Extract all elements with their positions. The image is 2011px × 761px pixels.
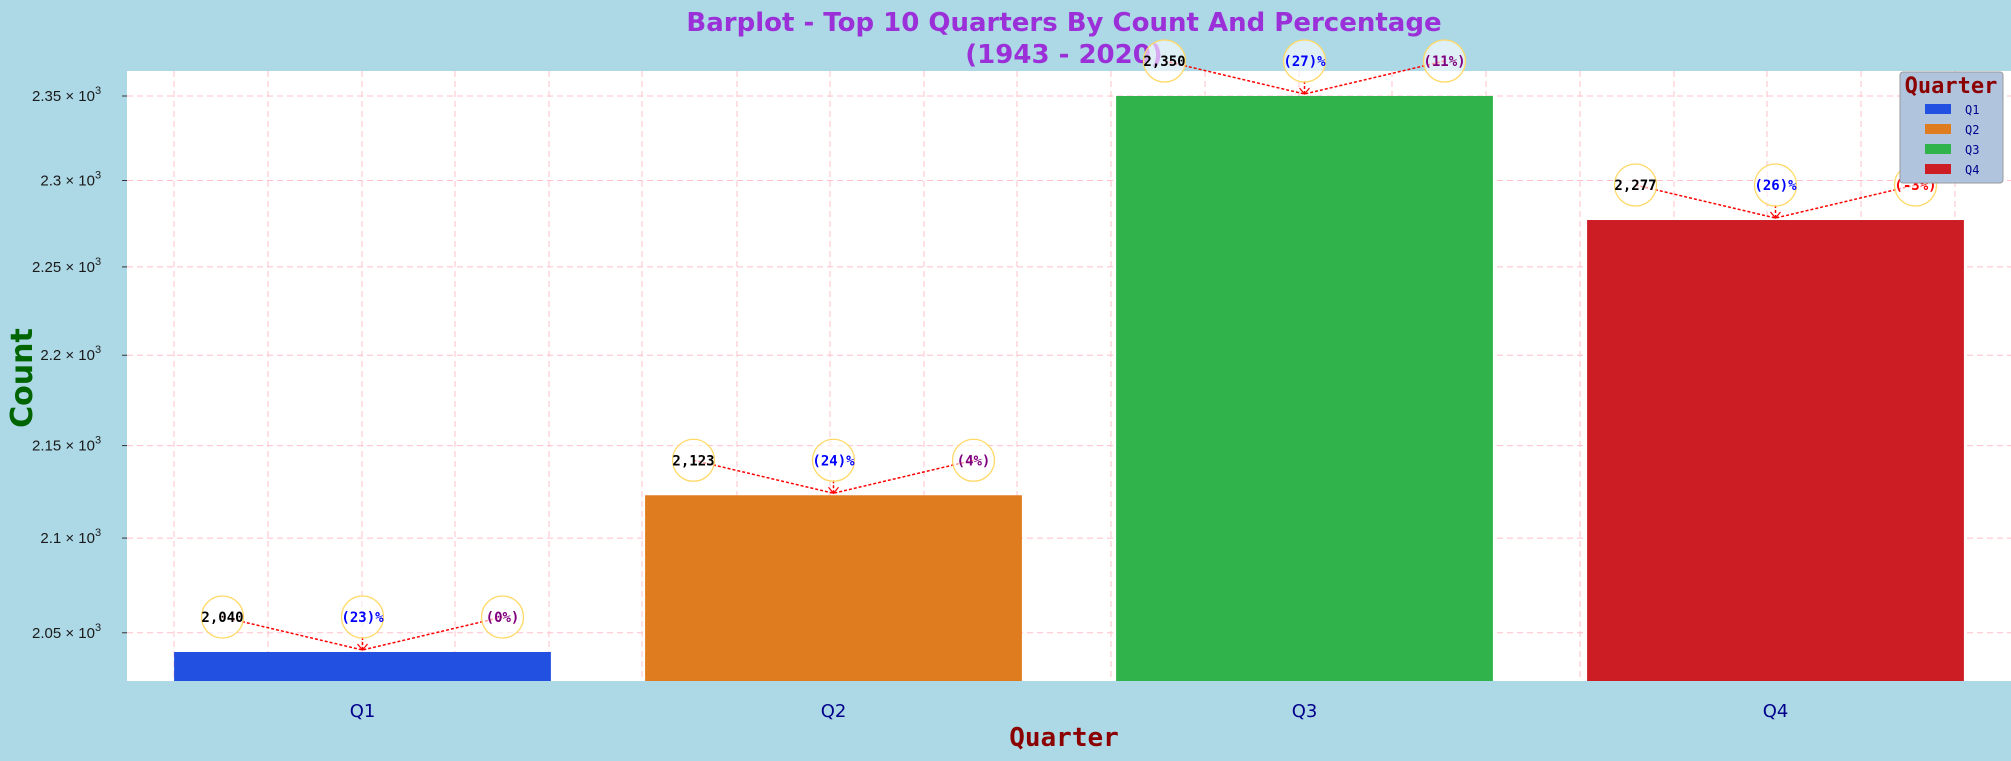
y-tick-label: 2.25 × 10 (32, 259, 95, 276)
y-tick-base: 2.2 × 10 (40, 347, 95, 364)
annotation-circle (1753, 163, 1798, 207)
annotation-circle (340, 595, 385, 639)
annotation-arrowhead (1770, 211, 1781, 219)
x-tick-label: Q3 (1292, 701, 1318, 722)
y-tick-label: 2.35 × 10 (32, 88, 95, 105)
change-label: (4%) (957, 453, 991, 469)
value-label: 2,350 (1143, 54, 1185, 70)
annotation-arrowhead (357, 643, 368, 651)
annotation-arrow (1304, 60, 1445, 95)
legend: Quarter Q1 Q2 Q3 Q4 (1899, 71, 2004, 184)
annotation-circle (1142, 39, 1187, 83)
annotation-arrow (222, 616, 363, 651)
annotation-circle (1282, 39, 1327, 83)
y-tick-base: 2.1 × 10 (40, 530, 95, 547)
annotation-circle (671, 438, 716, 482)
legend-entry: Q4 (1965, 163, 1979, 177)
y-tick-exponent: 3 (95, 170, 101, 182)
percent-label: (27)% (1283, 54, 1326, 70)
legend-entry: Q3 (1965, 143, 1979, 157)
x-tick-label: Q2 (821, 701, 847, 722)
legend-entry: Q1 (1965, 103, 1979, 117)
x-tick-label: Q1 (350, 701, 376, 722)
annotation-arrow (833, 459, 974, 494)
legend-swatch (1925, 104, 1951, 114)
chart-title: Barplot - Top 10 Quarters By Count And P… (686, 8, 1441, 38)
percent-label: (26)% (1754, 178, 1797, 194)
annotation-arrow (693, 459, 834, 494)
annotation-circle (1613, 163, 1658, 207)
bar-q2 (645, 495, 1022, 681)
legend-swatch (1925, 144, 1951, 154)
bar-q4 (1587, 220, 1964, 681)
y-tick-label: 2.05 × 10 (32, 625, 95, 642)
legend-entry: Q2 (1965, 123, 1979, 137)
y-tick-exponent: 3 (95, 622, 101, 634)
y-tick-base: 2.35 × 10 (32, 88, 95, 105)
annotation-circle (951, 438, 996, 482)
x-tick-label: Q4 (1763, 701, 1789, 722)
annotation-arrow (1635, 184, 1776, 219)
bar-annotations: 2,040 (23)% (0%) 2,123 (24)% (4%) 2,350 (27)% (1… (200, 39, 1938, 651)
y-tick-base: 2.05 × 10 (32, 625, 95, 642)
bar-q1 (174, 651, 551, 681)
value-label: 2,123 (672, 453, 714, 469)
annotation-circle (811, 438, 856, 482)
legend-title: Quarter (1905, 74, 1998, 99)
annotation-arrowhead (1299, 87, 1310, 95)
y-tick-base: 2.25 × 10 (32, 259, 95, 276)
value-label: 2,040 (201, 610, 243, 626)
annotation-circle (480, 595, 525, 639)
y-tick-exponent: 3 (95, 85, 101, 97)
change-label: (0%) (486, 610, 520, 626)
y-axis-label: Count (5, 328, 40, 428)
annotation-circle (200, 595, 245, 639)
y-tick-exponent: 3 (95, 435, 101, 447)
annotation-circle (1422, 39, 1467, 83)
percent-label: (23)% (341, 610, 384, 626)
change-label: (11%) (1423, 54, 1465, 70)
legend-box (1899, 71, 2004, 184)
y-tick-label: 2.15 × 10 (32, 438, 95, 455)
x-axis-label: Quarter (1009, 723, 1119, 753)
y-tick-exponent: 3 (95, 256, 101, 268)
y-tick-exponent: 3 (95, 527, 101, 539)
value-label: 2,277 (1614, 178, 1656, 194)
annotation-arrow (1775, 184, 1916, 219)
chart-subtitle: (1943 - 2020) (965, 40, 1162, 70)
y-tick-exponent: 3 (95, 344, 101, 356)
x-axis-ticks: Q1 Q2 Q3 Q4 (350, 701, 1789, 722)
bars-group (174, 96, 1964, 682)
y-axis-ticks: 2.05 × 10 32.1 × 10 32.15 × 10 32.2 × 10 32.… (32, 85, 127, 642)
annotation-arrow (362, 616, 503, 651)
y-tick-label: 2.3 × 10 (40, 173, 95, 190)
y-tick-label: 2.1 × 10 (40, 530, 95, 547)
y-tick-label: 2.2 × 10 (40, 347, 95, 364)
y-tick-base: 2.15 × 10 (32, 438, 95, 455)
y-tick-base: 2.3 × 10 (40, 173, 95, 190)
annotation-arrowhead (828, 486, 839, 495)
legend-swatch (1925, 164, 1951, 174)
legend-swatch (1925, 124, 1951, 134)
bar-q3 (1116, 96, 1493, 682)
annotation-arrow (1164, 60, 1305, 95)
percent-label: (24)% (812, 453, 855, 469)
